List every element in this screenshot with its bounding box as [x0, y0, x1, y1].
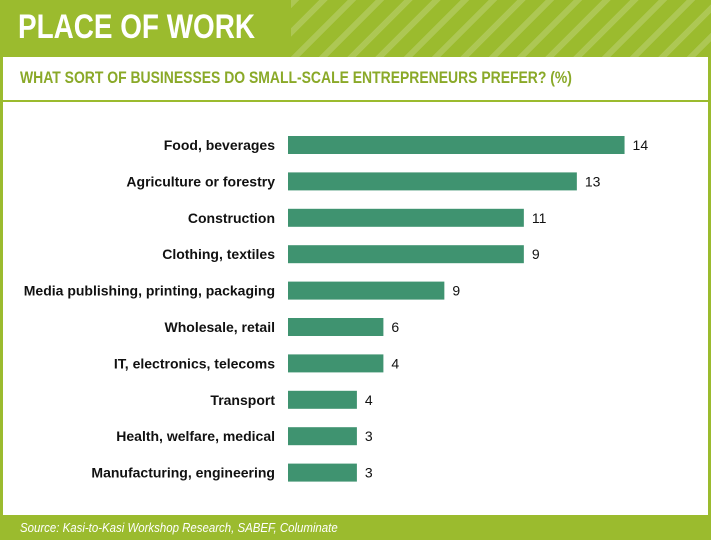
value-label: 9 [452, 283, 460, 299]
page-title: PLACE OF WORK [18, 8, 255, 46]
category-label: Construction [188, 210, 275, 226]
bar [288, 463, 357, 482]
value-label: 4 [391, 355, 399, 371]
category-label: Food, beverages [164, 137, 275, 153]
bar [288, 354, 384, 373]
category-label: Clothing, textiles [162, 246, 275, 262]
bar [288, 245, 524, 264]
category-label: Wholesale, retail [165, 319, 275, 335]
category-label: IT, electronics, telecoms [114, 355, 275, 371]
bar-chart: Food, beverages 14 Agriculture or forestry… [24, 136, 649, 482]
value-label: 11 [532, 210, 547, 226]
value-label: 14 [633, 137, 649, 153]
category-label: Media publishing, printing, packaging [24, 283, 275, 299]
chart-frame [0, 57, 711, 515]
bar [288, 318, 384, 336]
category-label: Health, welfare, medical [116, 428, 275, 444]
bar [288, 281, 445, 300]
value-label: 9 [532, 246, 540, 262]
value-label: 6 [391, 319, 399, 335]
header-banner: PLACE OF WORK [0, 0, 711, 57]
chart-subtitle: WHAT SORT OF BUSINESSES DO SMALL-SCALE E… [20, 68, 572, 87]
bar [288, 208, 524, 227]
category-label: Manufacturing, engineering [91, 465, 275, 481]
source-note: Source: Kasi-to-Kasi Workshop Research, … [20, 520, 338, 535]
category-label: Transport [210, 392, 275, 408]
bar [288, 427, 357, 446]
subtitle-divider [3, 100, 708, 102]
bar [288, 390, 357, 409]
value-label: 3 [365, 465, 373, 481]
footer-bar: Source: Kasi-to-Kasi Workshop Research, … [0, 515, 711, 540]
value-label: 4 [365, 392, 373, 408]
category-label: Agriculture or forestry [126, 173, 275, 189]
header-stripes [291, 0, 711, 57]
value-label: 13 [585, 173, 601, 189]
bar [288, 136, 625, 154]
bar [288, 172, 577, 191]
value-label: 3 [365, 428, 373, 444]
